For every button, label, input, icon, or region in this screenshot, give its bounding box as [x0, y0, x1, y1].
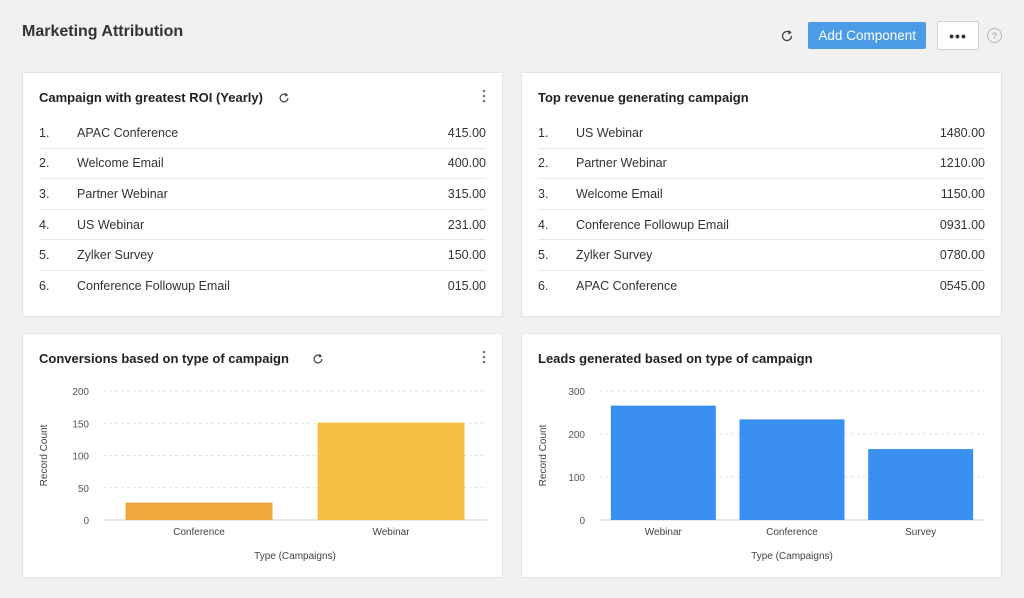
rank-number: 5. [538, 248, 549, 263]
campaign-value: 150.00 [447, 248, 486, 263]
campaign-value: 231.00 [447, 217, 486, 232]
rank-number: 1. [39, 125, 50, 140]
campaign-name: Welcome Email [77, 156, 164, 171]
card-title-text: Conversions based on type of campaign [39, 351, 289, 366]
campaign-value: 400.00 [447, 156, 486, 171]
conversions-chart: 0 50 100 150 200 Conference Webinar Type (Campa… [39, 387, 487, 562]
campaign-name: Zylker Survey [77, 248, 154, 263]
kebab-menu-icon[interactable] [482, 350, 486, 364]
campaign-value: 1480.00 [939, 125, 985, 140]
list-item: 4. Conference Followup Email 0931.00 [538, 210, 985, 241]
roi-list: 1. APAC Conference 415.00 2. Welcome Email 4… [39, 118, 486, 301]
rank-number: 4. [39, 217, 50, 232]
card-title-text: Leads generated based on type of campaig… [538, 351, 813, 366]
campaign-name: Welcome Email [576, 186, 663, 201]
refresh-icon[interactable] [277, 91, 291, 105]
rank-number: 2. [538, 156, 549, 171]
bar [868, 449, 974, 520]
rank-number: 6. [538, 278, 549, 293]
campaign-value: 0545.00 [939, 278, 985, 293]
list-item: 2. Partner Webinar 1210.00 [538, 149, 985, 180]
x-axis-label: Type (Campaigns) [254, 551, 336, 562]
rank-number: 1. [538, 125, 549, 140]
list-item: 5. Zylker Survey 0780.00 [538, 240, 985, 271]
list-item: 3. Partner Webinar 315.00 [39, 179, 486, 210]
kebab-menu-icon[interactable] [482, 89, 486, 103]
card-title-text: Campaign with greatest ROI (Yearly) [39, 90, 263, 105]
leads-card: 0 100 200 300 Webinar Conference Survey Type (C… [521, 333, 1002, 578]
list-item: 3. Welcome Email 1150.00 [538, 179, 985, 210]
help-icon[interactable]: ? [987, 28, 1002, 43]
y-tick-label: 0 [83, 516, 89, 527]
campaign-name: Conference Followup Email [576, 217, 729, 232]
bar [610, 405, 716, 520]
conversions-card: 0 50 100 150 200 Conference Webinar Type (Campa… [22, 333, 503, 578]
campaign-value: 415.00 [447, 125, 486, 140]
rank-number: 2. [39, 156, 50, 171]
bar [739, 419, 845, 520]
y-tick-label: 100 [72, 452, 89, 463]
y-tick-label: 150 [72, 419, 89, 430]
bar [125, 502, 273, 520]
list-item: 6. APAC Conference 0545.00 [538, 271, 985, 301]
campaign-value: 015.00 [447, 278, 486, 293]
x-tick-label: Conference [766, 527, 818, 538]
bar [317, 422, 465, 520]
campaign-value: 0780.00 [939, 248, 985, 263]
y-axis-label: Record Count [39, 424, 50, 486]
campaign-value: 1150.00 [940, 186, 985, 201]
revenue-card: Top revenue generating campaign 1. US Web… [521, 72, 1002, 317]
y-axis-label: Record Count [538, 424, 549, 486]
campaign-name: APAC Conference [576, 278, 678, 293]
revenue-list: 1. US Webinar 1480.00 2. Partner Webinar 121… [538, 118, 985, 301]
campaign-name: Conference Followup Email [77, 278, 230, 293]
roi-card: Campaign with greatest ROI (Yearly) 1. AP… [22, 72, 503, 317]
campaign-name: US Webinar [77, 217, 145, 232]
x-tick-label: Conference [173, 527, 225, 538]
leads-chart: 0 100 200 300 Webinar Conference Survey Type (C… [538, 387, 985, 562]
y-tick-label: 300 [568, 387, 585, 398]
y-tick-label: 0 [579, 516, 585, 527]
x-tick-label: Webinar [372, 527, 410, 538]
list-item: 1. APAC Conference 415.00 [39, 118, 486, 149]
list-item: 4. US Webinar 231.00 [39, 210, 486, 241]
list-item: 2. Welcome Email 400.00 [39, 149, 486, 180]
refresh-icon[interactable] [311, 352, 325, 366]
rank-number: 3. [39, 186, 50, 201]
y-tick-label: 100 [568, 473, 585, 484]
y-tick-label: 200 [568, 430, 585, 441]
campaign-value: 315.00 [447, 186, 486, 201]
top-actions: Add Component ••• ? [778, 21, 1002, 50]
card-title-leads: Leads generated based on type of campaig… [538, 351, 813, 366]
more-options-button[interactable]: ••• [937, 21, 979, 50]
rank-number: 5. [39, 248, 50, 263]
campaign-name: Partner Webinar [576, 156, 667, 171]
rank-number: 4. [538, 217, 549, 232]
y-tick-label: 200 [72, 387, 89, 398]
campaign-name: US Webinar [576, 125, 644, 140]
rank-number: 3. [538, 186, 549, 201]
card-title-text: Top revenue generating campaign [538, 90, 749, 105]
list-item: 5. Zylker Survey 150.00 [39, 240, 486, 271]
campaign-value: 1210.00 [939, 156, 985, 171]
page-title: Marketing Attribution [22, 23, 184, 40]
refresh-icon[interactable] [778, 27, 796, 45]
campaign-name: Partner Webinar [77, 186, 168, 201]
y-tick-label: 50 [78, 484, 90, 495]
card-title-conversions: Conversions based on type of campaign [39, 351, 325, 366]
x-tick-label: Webinar [645, 527, 683, 538]
campaign-name: APAC Conference [77, 125, 179, 140]
campaign-value: 0931.00 [939, 217, 985, 232]
rank-number: 6. [39, 278, 50, 293]
card-title-revenue: Top revenue generating campaign [538, 90, 749, 105]
x-tick-label: Survey [905, 527, 936, 538]
card-title-roi: Campaign with greatest ROI (Yearly) [39, 90, 291, 105]
add-component-button[interactable]: Add Component [808, 22, 926, 49]
list-item: 6. Conference Followup Email 015.00 [39, 271, 486, 301]
x-axis-label: Type (Campaigns) [751, 551, 833, 562]
list-item: 1. US Webinar 1480.00 [538, 118, 985, 149]
campaign-name: Zylker Survey [576, 248, 653, 263]
